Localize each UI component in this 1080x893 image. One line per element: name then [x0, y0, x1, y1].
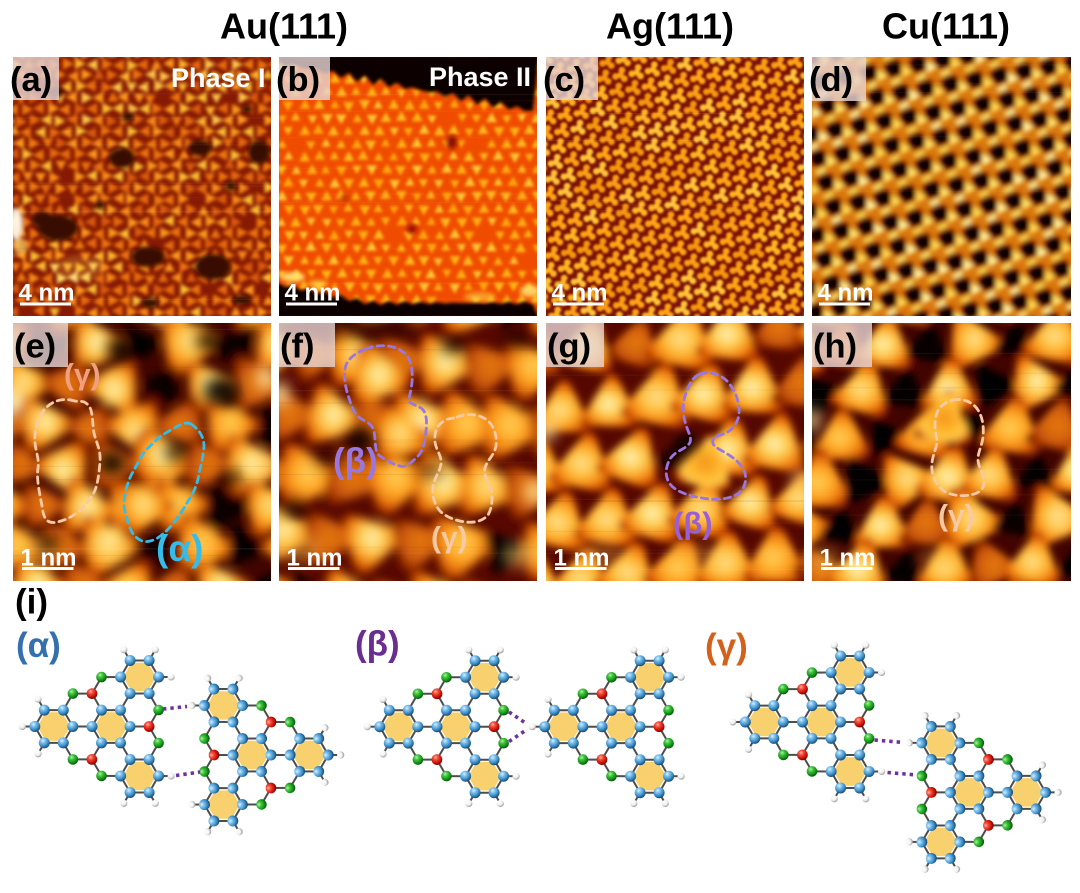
svg-text:(β): (β)	[333, 442, 378, 481]
svg-text:4 nm: 4 nm	[19, 280, 75, 307]
svg-text:(γ): (γ)	[64, 359, 101, 392]
svg-text:(d): (d)	[809, 61, 853, 99]
svg-text:(α): (α)	[156, 528, 203, 569]
svg-text:(γ): (γ)	[938, 500, 975, 533]
svg-text:Cu(111): Cu(111)	[882, 6, 1010, 47]
svg-text:(γ): (γ)	[431, 522, 468, 555]
svg-text:(i): (i)	[15, 583, 48, 622]
svg-text:(β): (β)	[673, 506, 713, 541]
svg-text:(β): (β)	[355, 625, 400, 664]
svg-text:(h): (h)	[813, 328, 857, 366]
svg-text:Ag(111): Ag(111)	[606, 6, 734, 47]
svg-text:(g): (g)	[547, 328, 591, 366]
svg-text:Phase I: Phase I	[171, 63, 266, 93]
svg-text:(a): (a)	[10, 61, 52, 99]
svg-text:(c): (c)	[543, 61, 585, 99]
svg-text:(γ): (γ)	[705, 627, 748, 666]
svg-text:4 nm: 4 nm	[552, 280, 608, 307]
svg-text:Au(111): Au(111)	[220, 6, 348, 47]
svg-text:Phase II: Phase II	[429, 62, 531, 92]
svg-text:(e): (e)	[14, 328, 56, 366]
svg-text:4 nm: 4 nm	[285, 280, 341, 307]
svg-text:(b): (b)	[276, 61, 320, 99]
svg-text:(α): (α)	[16, 626, 61, 665]
svg-text:4 nm: 4 nm	[818, 280, 874, 307]
svg-text:(f): (f)	[280, 328, 314, 366]
